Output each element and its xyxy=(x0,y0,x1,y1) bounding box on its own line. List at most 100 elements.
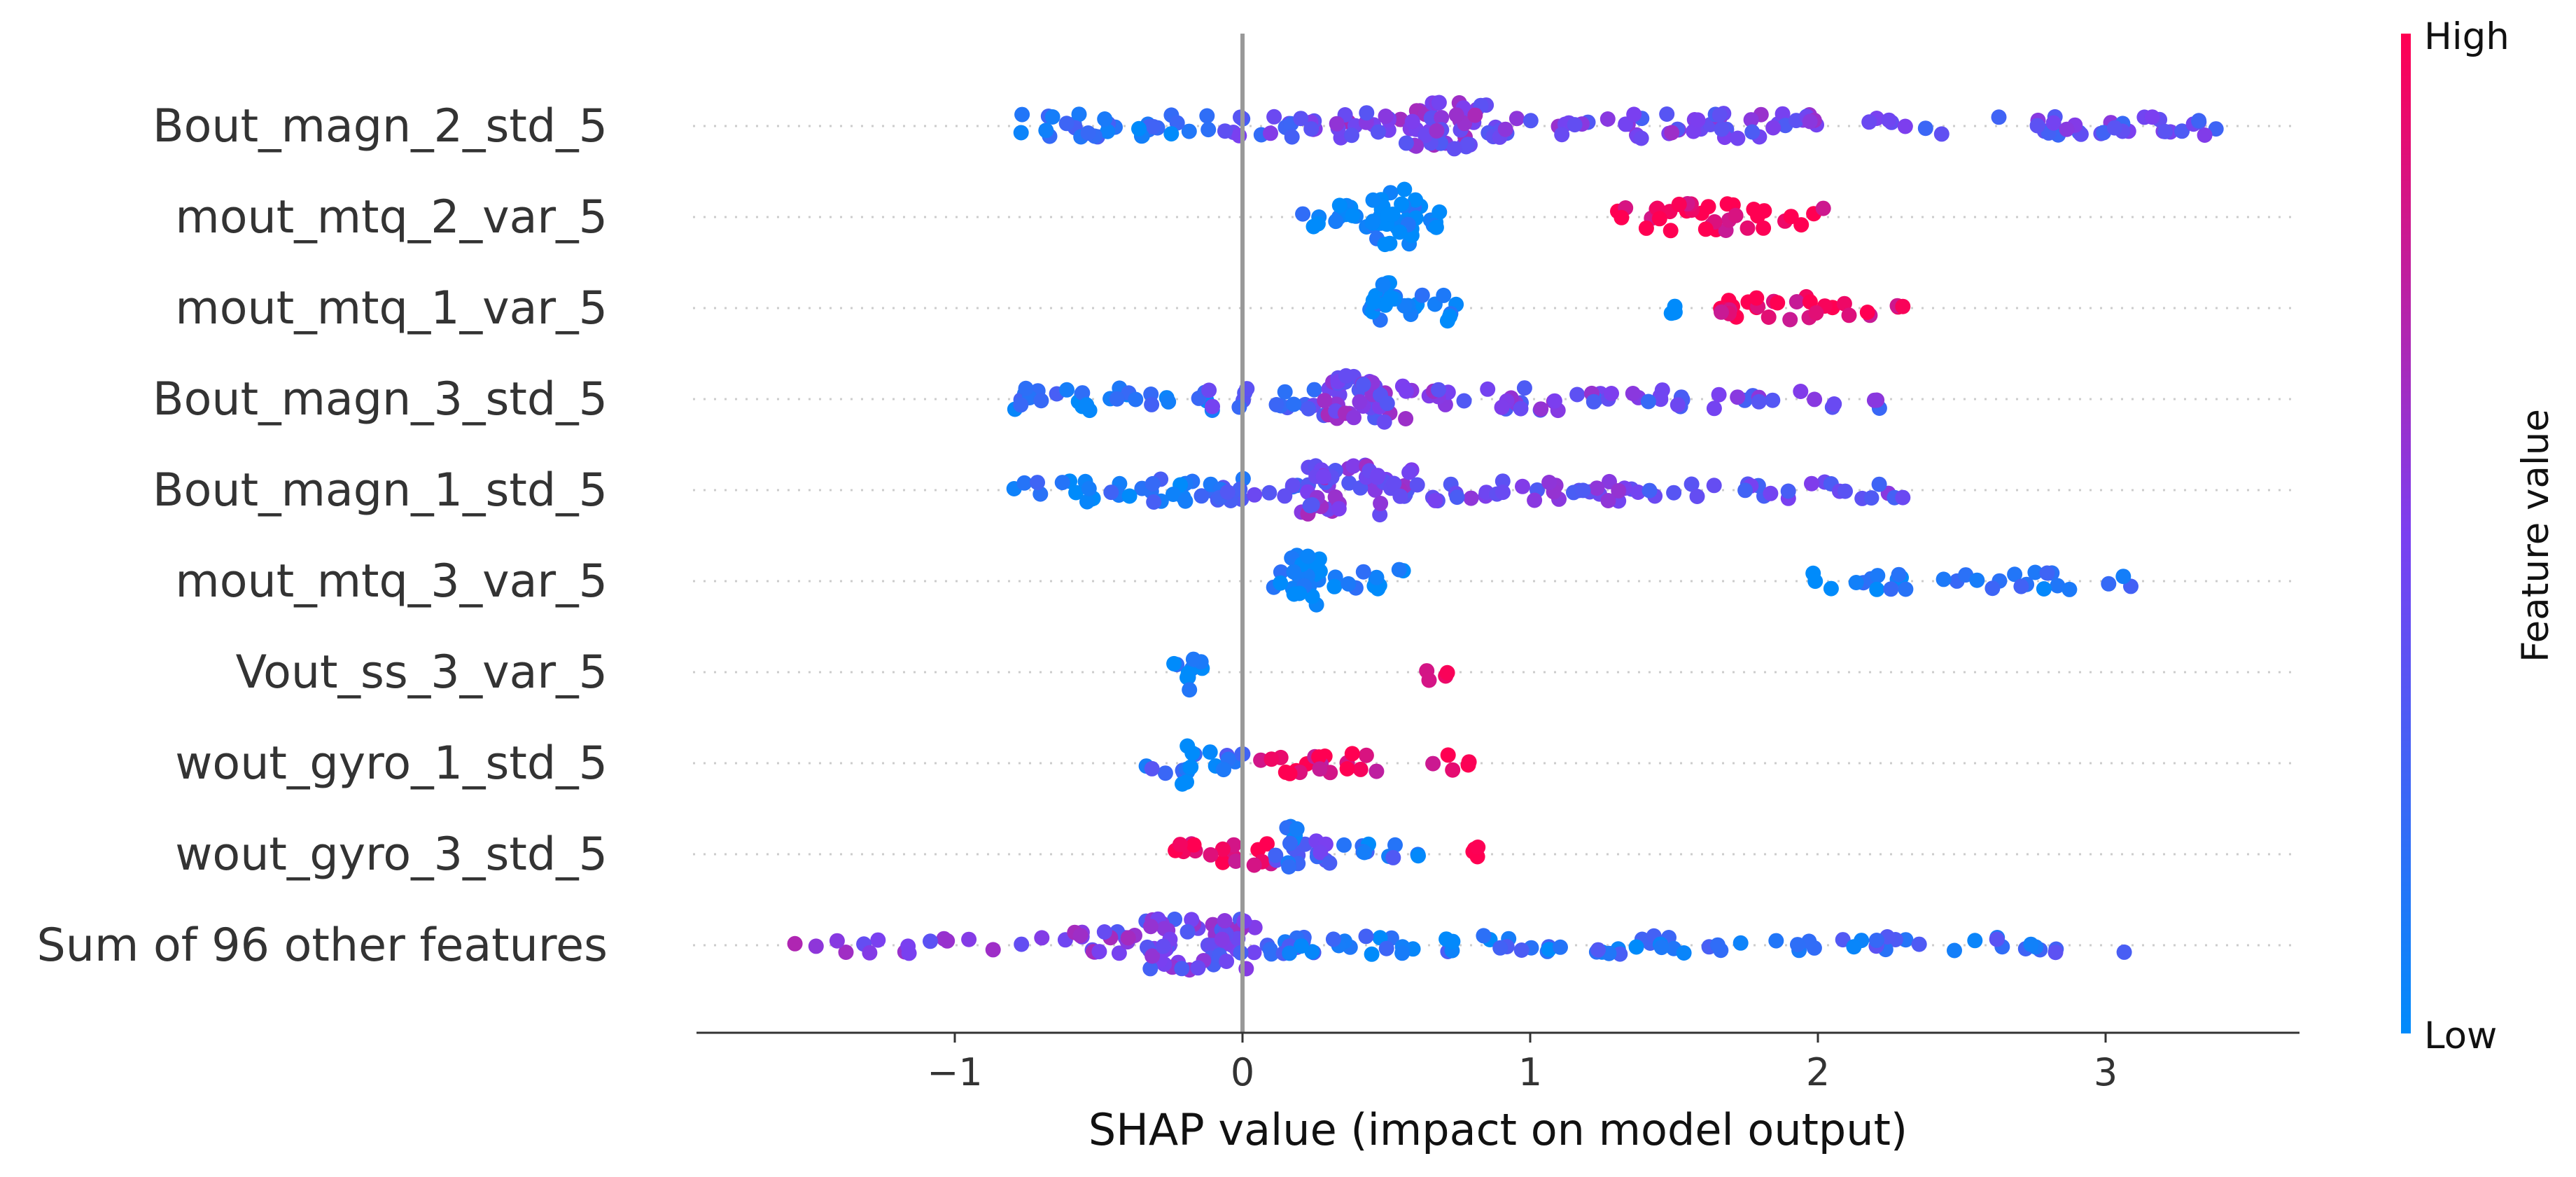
shap-dot xyxy=(1074,385,1091,401)
shap-dot xyxy=(1434,110,1450,125)
shap-dot xyxy=(1180,924,1196,940)
shap-dot xyxy=(1339,761,1355,776)
shap-dot xyxy=(1322,855,1338,871)
shap-dot xyxy=(1146,494,1162,510)
shap-dot xyxy=(2197,127,2213,143)
shap-dot xyxy=(1097,111,1113,127)
feature-label: Bout_magn_1_std_5 xyxy=(153,464,608,517)
shap-dot xyxy=(1273,564,1289,580)
shap-dot xyxy=(1364,946,1380,962)
shap-dot xyxy=(1774,106,1791,122)
shap-dot xyxy=(1807,391,1823,408)
x-tick-label: 0 xyxy=(1231,1050,1254,1094)
shap-dot xyxy=(1398,135,1414,151)
shap-dot xyxy=(1091,944,1107,960)
shap-dot xyxy=(2050,578,2066,594)
shap-dot xyxy=(901,945,917,961)
shap-dot xyxy=(1640,394,1656,410)
shap-dot xyxy=(1379,396,1395,412)
shap-dot xyxy=(1427,492,1443,508)
shap-dot xyxy=(1554,127,1570,143)
shap-dot xyxy=(1172,837,1188,853)
shap-dot xyxy=(1461,754,1477,770)
shap-dot xyxy=(1018,380,1034,396)
shap-dot xyxy=(1364,215,1380,231)
shap-dot xyxy=(2208,121,2224,137)
shap-dot xyxy=(1719,196,1735,212)
shap-dot xyxy=(1861,114,1877,130)
shap-dot xyxy=(1421,672,1437,688)
shap-dot xyxy=(1344,127,1359,144)
shap-dot xyxy=(1746,202,1762,217)
shap-dot xyxy=(1352,394,1368,410)
shap-dot xyxy=(1377,237,1393,253)
shap-dot xyxy=(1984,580,2001,597)
shap-dot xyxy=(1763,485,1779,501)
shap-dot xyxy=(1303,121,1320,137)
shap-dot xyxy=(1161,394,1177,410)
shap-dot xyxy=(1425,755,1441,772)
shap-dot xyxy=(923,933,938,949)
shap-dot xyxy=(1166,655,1182,671)
shap-dot xyxy=(1470,840,1486,855)
shap-dot xyxy=(1190,960,1206,976)
shap-dot xyxy=(1358,747,1374,763)
shap-dot xyxy=(1300,548,1316,564)
shap-dot xyxy=(1385,207,1401,222)
shap-dot xyxy=(1266,109,1282,125)
x-axis-ticks: −1 0 1 2 3 xyxy=(927,1033,2118,1094)
shap-dot xyxy=(1312,844,1329,861)
shap-dot xyxy=(1698,221,1714,237)
shap-dot xyxy=(1841,307,1857,323)
shap-dot xyxy=(2045,115,2062,131)
shap-dot xyxy=(1014,106,1030,123)
shap-dot xyxy=(1667,298,1683,314)
shap-dot xyxy=(2047,945,2064,961)
shap-dot xyxy=(1432,204,1448,220)
shap-dot xyxy=(1666,485,1682,501)
shap-dot xyxy=(1199,108,1215,124)
shap-dot xyxy=(1392,488,1408,504)
shap-dot xyxy=(1294,938,1309,954)
x-axis: −1 0 1 2 3 SHAP value (impact on model outpu… xyxy=(696,1031,2300,1155)
shap-dot xyxy=(862,945,878,961)
shap-dot xyxy=(1394,196,1410,212)
shap-dot xyxy=(1217,123,1233,139)
shap-dot xyxy=(961,931,977,947)
shap-dot xyxy=(829,933,845,949)
shap-dot xyxy=(1881,112,1897,128)
shap-dot xyxy=(1377,295,1393,312)
shap-dot xyxy=(1541,475,1558,490)
shap-dot xyxy=(1671,196,1687,212)
shap-dot xyxy=(1604,386,1619,401)
shap-dot xyxy=(1059,382,1074,398)
shap-dot xyxy=(1947,942,1962,959)
shap-dot xyxy=(1247,487,1263,503)
shap-dot xyxy=(1410,848,1426,864)
shap-dot xyxy=(1329,116,1345,132)
shap-dot xyxy=(1166,487,1181,502)
shap-dot xyxy=(1355,377,1371,393)
shap-dot xyxy=(1033,393,1049,409)
shap-dot xyxy=(1659,106,1675,122)
shap-dot xyxy=(1969,572,1985,588)
shap-dot xyxy=(1788,294,1805,309)
shap-dot xyxy=(1653,391,1669,408)
shap-dot xyxy=(1157,765,1173,781)
shap-dot xyxy=(2174,123,2190,139)
shap-dot xyxy=(1770,295,1786,311)
shap-dot xyxy=(1144,948,1161,964)
shap-dot xyxy=(1567,117,1583,133)
shap-dot xyxy=(1315,468,1331,485)
shap-dot xyxy=(1967,933,1983,949)
shap-dot xyxy=(1071,106,1087,123)
shap-dot xyxy=(1338,368,1354,384)
shap-dot xyxy=(1184,912,1200,928)
shap-dot xyxy=(1373,496,1389,511)
shap-dot xyxy=(1492,940,1508,956)
shap-dot xyxy=(1463,490,1479,506)
shap-dot xyxy=(1467,107,1483,123)
shap-dot xyxy=(1808,305,1824,321)
shap-dot xyxy=(1345,208,1361,223)
shap-dot xyxy=(1439,664,1455,681)
